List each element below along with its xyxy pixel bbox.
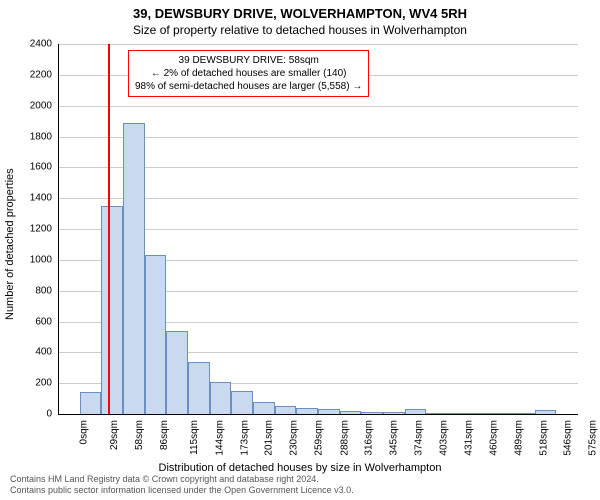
footer-line2: Contains public sector information licen… — [10, 485, 354, 496]
x-tick-label: 86sqm — [159, 420, 170, 450]
y-tick-label: 2400 — [22, 39, 52, 50]
callout-line2: ← 2% of detached houses are smaller (140… — [135, 67, 362, 80]
histogram-bar — [145, 255, 167, 414]
x-tick-label: 316sqm — [363, 420, 374, 456]
callout-box: 39 DEWSBURY DRIVE: 58sqm← 2% of detached… — [128, 50, 369, 97]
y-tick-label: 2000 — [22, 100, 52, 111]
x-tick-label: 288sqm — [339, 420, 350, 456]
x-tick-label: 0sqm — [78, 420, 89, 444]
plot-area: 0200400600800100012001400160018002000220… — [58, 44, 578, 414]
histogram-bar — [275, 406, 297, 414]
y-tick-label: 2200 — [22, 69, 52, 80]
x-tick-label: 374sqm — [414, 420, 425, 456]
chart-title-address: 39, DEWSBURY DRIVE, WOLVERHAMPTON, WV4 5… — [0, 0, 600, 21]
y-tick-label: 800 — [22, 285, 52, 296]
callout-line3: 98% of semi-detached houses are larger (… — [135, 80, 362, 93]
y-tick-label: 200 — [22, 378, 52, 389]
grid-line — [58, 106, 578, 107]
y-tick-label: 0 — [22, 409, 52, 420]
y-axis-line — [58, 44, 59, 414]
x-axis-line — [58, 414, 578, 415]
reference-line — [108, 44, 110, 414]
y-tick-label: 1600 — [22, 162, 52, 173]
y-axis-label: Number of detached properties — [4, 168, 16, 320]
y-tick-label: 1200 — [22, 224, 52, 235]
x-tick-label: 546sqm — [563, 420, 574, 456]
y-tick-label: 1800 — [22, 131, 52, 142]
x-tick-label: 575sqm — [588, 420, 599, 456]
histogram-bar — [101, 206, 123, 414]
x-tick-label: 201sqm — [264, 420, 275, 456]
x-tick-label: 259sqm — [314, 420, 325, 456]
x-tick-label: 431sqm — [463, 420, 474, 456]
x-tick-label: 58sqm — [134, 420, 145, 450]
x-tick-label: 489sqm — [513, 420, 524, 456]
histogram-bar — [231, 391, 253, 414]
histogram-bar — [253, 402, 275, 414]
histogram-bar — [80, 392, 102, 414]
callout-line1: 39 DEWSBURY DRIVE: 58sqm — [135, 54, 362, 67]
footer-attribution: Contains HM Land Registry data © Crown c… — [10, 474, 354, 496]
x-tick-label: 173sqm — [240, 420, 251, 456]
x-tick-label: 29sqm — [109, 420, 120, 450]
histogram-bar — [210, 382, 232, 414]
x-tick-label: 115sqm — [189, 420, 200, 455]
y-tick-label: 400 — [22, 347, 52, 358]
y-tick-label: 1000 — [22, 254, 52, 265]
x-axis-label: Distribution of detached houses by size … — [0, 462, 600, 474]
y-tick-label: 1400 — [22, 193, 52, 204]
footer-line1: Contains HM Land Registry data © Crown c… — [10, 474, 354, 485]
histogram-bar — [123, 123, 145, 414]
x-tick-label: 518sqm — [539, 420, 550, 456]
histogram-bar — [188, 362, 210, 414]
x-tick-label: 230sqm — [289, 420, 300, 456]
histogram-bar — [166, 331, 188, 414]
x-tick-label: 144sqm — [214, 420, 225, 456]
x-tick-label: 460sqm — [488, 420, 499, 456]
x-tick-label: 345sqm — [389, 420, 400, 456]
chart-subtitle: Size of property relative to detached ho… — [0, 21, 600, 37]
x-tick-label: 403sqm — [439, 420, 450, 456]
y-tick-label: 600 — [22, 316, 52, 327]
grid-line — [58, 44, 578, 45]
chart-container: 39, DEWSBURY DRIVE, WOLVERHAMPTON, WV4 5… — [0, 0, 600, 500]
